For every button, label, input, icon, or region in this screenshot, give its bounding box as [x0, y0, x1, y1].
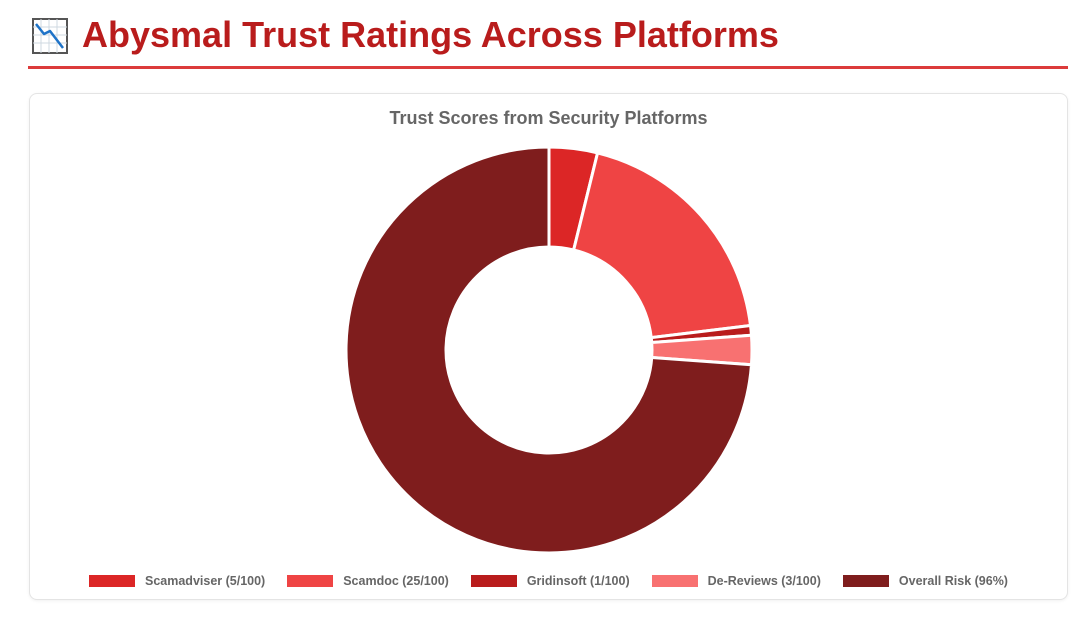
donut-slice-1[interactable]: [572, 151, 753, 340]
legend-swatch: [287, 575, 334, 587]
legend-item-2[interactable]: Gridinsoft (1/100): [470, 574, 630, 588]
chart-decreasing-icon: [32, 18, 68, 54]
legend-label: Overall Risk (96%): [898, 574, 1008, 588]
legend-swatch: [842, 575, 889, 587]
legend-label: Scamadviser (5/100): [145, 574, 266, 588]
legend-label: Gridinsoft (1/100): [526, 574, 630, 588]
chart-card: Trust Scores from Security Platforms Sca…: [29, 93, 1068, 600]
legend-swatch: [470, 575, 517, 587]
legend-item-0[interactable]: Scamadviser (5/100): [89, 574, 265, 588]
page-title: Abysmal Trust Ratings Across Platforms: [82, 14, 779, 55]
chart-legend: Scamadviser (5/100) Scamdoc (25/100) Gridi…: [30, 572, 1067, 590]
legend-item-4[interactable]: Overall Risk (96%): [842, 574, 1008, 588]
legend-item-3[interactable]: De-Reviews (3/100): [651, 574, 821, 588]
legend-label: De-Reviews (3/100): [707, 574, 821, 588]
page-header: Abysmal Trust Ratings Across Platforms: [28, 6, 1068, 69]
donut-chart: [344, 145, 754, 555]
legend-swatch: [89, 575, 135, 587]
legend-item-1[interactable]: Scamdoc (25/100): [287, 574, 449, 588]
legend-swatch: [651, 575, 698, 587]
chart-title: Trust Scores from Security Platforms: [389, 108, 708, 128]
legend-label: Scamdoc (25/100): [343, 574, 449, 588]
donut-slice-4[interactable]: [344, 145, 753, 555]
